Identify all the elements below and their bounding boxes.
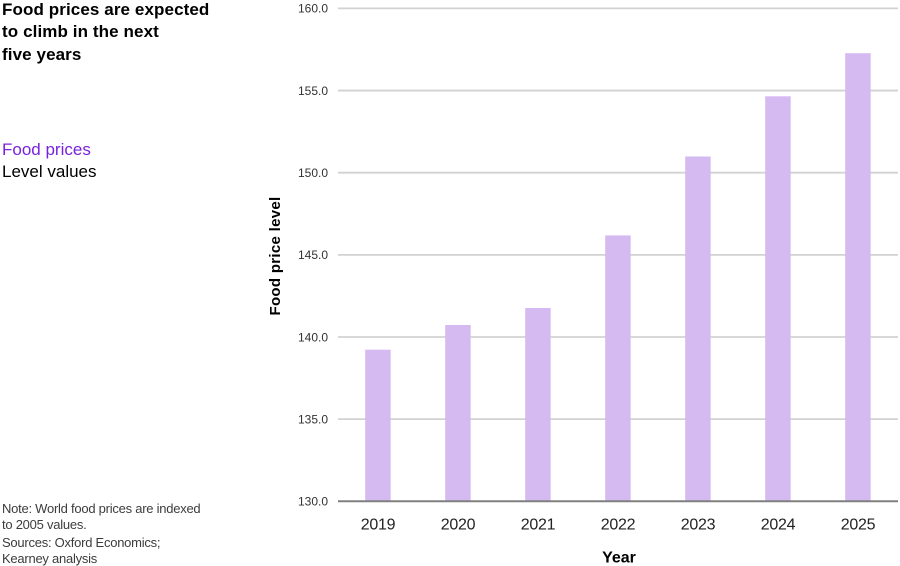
svg-text:155.0: 155.0: [298, 84, 328, 98]
svg-text:160.0: 160.0: [298, 2, 328, 16]
svg-text:150.0: 150.0: [298, 166, 328, 180]
svg-text:Food price level: Food price level: [267, 197, 284, 316]
svg-text:135.0: 135.0: [298, 412, 328, 426]
svg-text:Year: Year: [602, 550, 636, 566]
svg-text:130.0: 130.0: [298, 495, 328, 509]
svg-text:2024: 2024: [761, 517, 796, 534]
svg-text:2020: 2020: [441, 517, 476, 534]
svg-text:140.0: 140.0: [298, 330, 328, 344]
svg-text:2022: 2022: [601, 517, 636, 534]
svg-text:145.0: 145.0: [298, 248, 328, 262]
svg-text:2019: 2019: [361, 517, 396, 534]
svg-text:2023: 2023: [681, 517, 716, 534]
svg-text:2021: 2021: [521, 517, 556, 534]
svg-text:2025: 2025: [841, 517, 876, 534]
